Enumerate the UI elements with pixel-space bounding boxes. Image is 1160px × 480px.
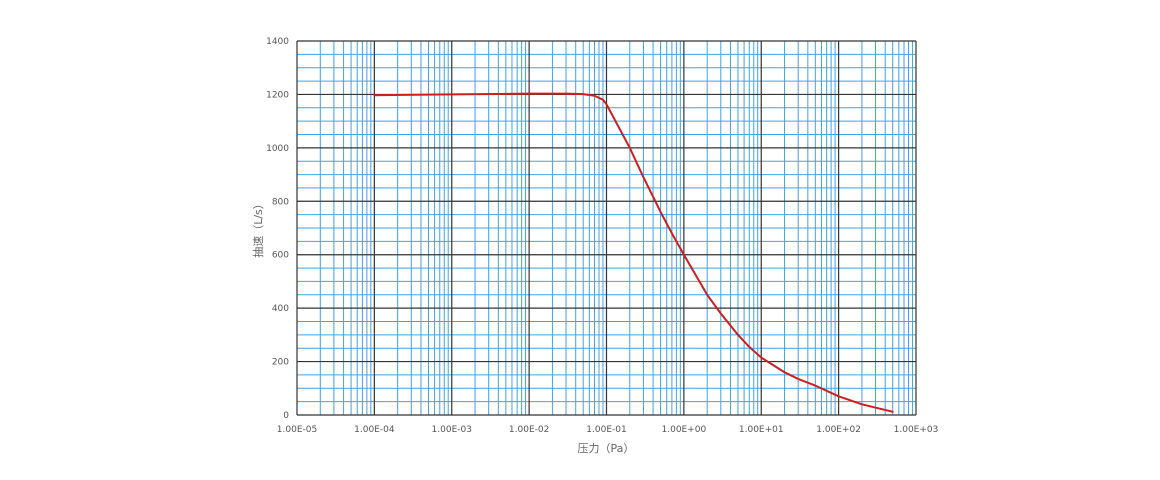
y-tick-label: 1200 (266, 90, 289, 100)
x-tick-label: 1.00E-02 (509, 425, 549, 435)
y-tick-labels: 0 200 400 600 800 1000 1200 1400 (266, 37, 289, 421)
y-tick-label: 200 (272, 358, 289, 368)
x-tick-label: 1.00E+00 (662, 425, 707, 435)
y-tick-label: 1000 (266, 144, 289, 154)
x-tick-label: 1.00E-04 (354, 425, 395, 435)
x-tick-label: 1.00E-03 (432, 425, 472, 435)
x-tick-label: 1.00E+01 (739, 425, 784, 435)
x-tick-label: 1.00E-01 (586, 425, 626, 435)
y-axis-title: 抽速（L/s） (251, 198, 265, 258)
y-tick-label: 1400 (266, 37, 289, 47)
x-axis-title: 压力（Pa） (578, 442, 635, 455)
series-layer (373, 92, 894, 413)
x-tick-label: 1.00E+03 (894, 425, 939, 435)
series-line-0 (373, 92, 894, 413)
y-tick-label: 0 (283, 411, 289, 421)
x-tick-label: 1.00E-05 (277, 425, 317, 435)
y-tick-label: 600 (272, 251, 289, 261)
x-tick-labels: 1.00E-05 1.00E-04 1.00E-03 1.00E-02 1.00E-01… (277, 425, 939, 435)
y-tick-label: 800 (272, 197, 289, 207)
y-tick-label: 400 (272, 304, 289, 314)
x-tick-label: 1.00E+02 (816, 425, 861, 435)
